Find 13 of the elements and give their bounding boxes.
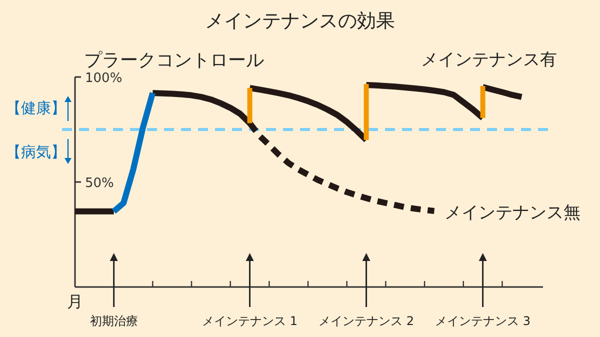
chart-title: メインテナンスの効果: [205, 10, 395, 32]
x-tick-label: 初期治療: [90, 314, 138, 328]
text: 【健康】: [6, 99, 66, 117]
x-tick-label: メインテナンス 3: [435, 314, 531, 328]
y-tick-label: 50%: [85, 176, 114, 191]
y-tick-label: 100%: [85, 71, 122, 86]
series-label: メインテナンス無: [444, 202, 580, 223]
text: プラークコントロール: [84, 50, 264, 71]
text: 【病気】: [6, 143, 66, 161]
x-axis-title: 月: [67, 292, 83, 311]
text: メインテナンス有: [421, 50, 557, 70]
x-tick-label: メインテナンス 1: [202, 314, 298, 328]
x-tick-label: メインテナンス 2: [318, 314, 414, 328]
